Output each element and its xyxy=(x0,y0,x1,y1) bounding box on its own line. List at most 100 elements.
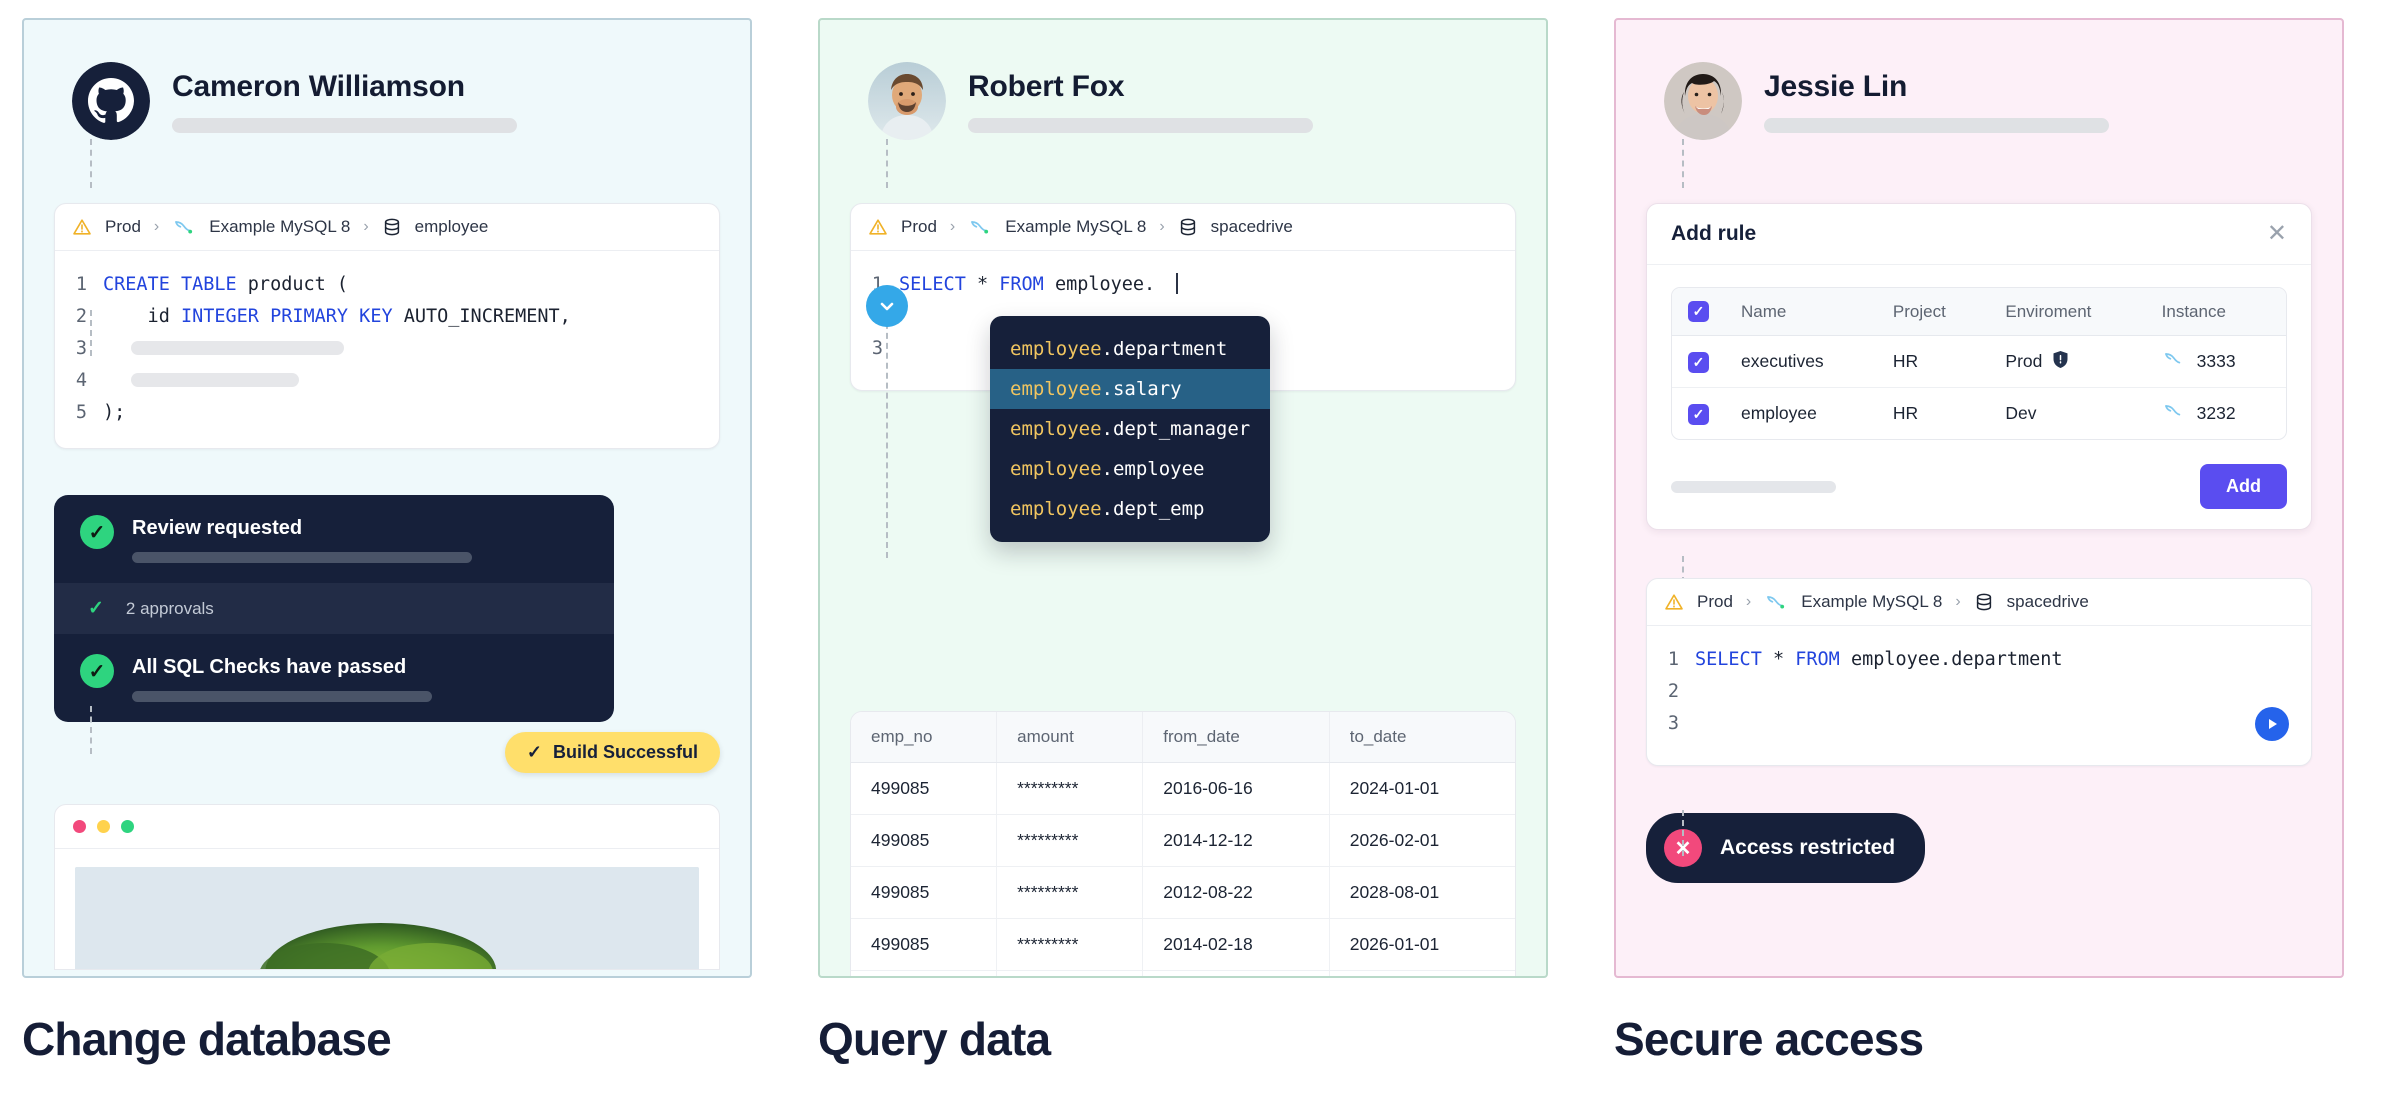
cell-from-date: 2016-06-16 xyxy=(1142,762,1330,815)
checkbox-checked[interactable]: ✓ xyxy=(1688,403,1709,425)
query-result-table[interactable]: emp_no amount from_date to_date 499085 *… xyxy=(850,711,1516,976)
window-close-dot[interactable] xyxy=(73,820,86,833)
line-number: 1 xyxy=(871,273,883,295)
connector-line xyxy=(90,706,92,754)
table-header-cell[interactable]: emp_no xyxy=(851,712,998,763)
warning-triangle-icon xyxy=(868,217,888,237)
code-line: 4 xyxy=(71,364,703,396)
table-header-cell[interactable]: Instance xyxy=(2145,288,2286,336)
cell-from-date: 2014-02-18 xyxy=(1142,918,1330,971)
breadcrumb[interactable]: Prod › Example MySQL 8 › employee xyxy=(55,204,719,251)
table-row[interactable]: 499085 ********* 2016-06-16 2024-01-01 xyxy=(851,762,1515,815)
autocomplete-item[interactable]: employee.dept_emp xyxy=(1010,498,1205,520)
table-header-row: ✓ Name Project Enviroment Instance xyxy=(1672,288,2286,336)
person-subtitle-placeholder xyxy=(1764,117,2109,133)
table-row[interactable]: ✓ employee HR Dev xyxy=(1672,388,2286,440)
modal-body: ✓ Name Project Enviroment Instance xyxy=(1647,265,2311,529)
chevron-right-icon: › xyxy=(1955,593,1961,610)
sql-code-block[interactable]: 1 SELECT * FROM employee.department 2 3 xyxy=(1647,626,2311,765)
modal-header: Add rule ✕ xyxy=(1647,204,2311,265)
breadcrumb-environment[interactable]: Prod xyxy=(105,217,141,236)
cell-to-date: 2024-01-01 xyxy=(1329,762,1515,815)
build-successful-badge: ✓ Build Successful xyxy=(504,732,720,773)
person-header: Cameron Williamson xyxy=(72,62,720,140)
autocomplete-item-selected[interactable]: employee.salary xyxy=(990,369,1271,409)
table-row[interactable]: 499085 ********* 2014-12-12 2026-02-01 xyxy=(851,814,1515,867)
breadcrumb[interactable]: Prod › Example MySQL 8 › spacedrive xyxy=(1647,579,2311,626)
column-caption: Query data xyxy=(818,1013,1051,1065)
cell-emp-no: 499085 xyxy=(851,814,998,867)
breadcrumb-environment[interactable]: Prod xyxy=(1697,592,1733,611)
approvals-row: ✓ 2 approvals xyxy=(54,583,614,634)
mysql-dolphin-icon xyxy=(2162,349,2186,374)
person-name: Jessie Lin xyxy=(1764,69,1908,103)
code-line: 3 xyxy=(71,332,703,364)
feature-column-change-database: Cameron Williamson Prod › xyxy=(22,18,752,1110)
code-line: 2 xyxy=(1663,675,2295,707)
mysql-dolphin-icon xyxy=(172,217,196,237)
code-line: 1 SELECT * FROM employee.department xyxy=(1663,643,2295,675)
feature-column-secure-access: Jessie Lin Add rule ✕ xyxy=(1614,18,2344,1110)
add-rule-modal[interactable]: Add rule ✕ ✓ Name Project xyxy=(1646,203,2312,530)
autocomplete-item[interactable]: employee.employee xyxy=(1010,458,1205,480)
breadcrumb-connection[interactable]: Example MySQL 8 xyxy=(209,217,351,236)
code-text: id INTEGER PRIMARY KEY AUTO_INCREMENT, xyxy=(103,305,571,327)
chevron-right-icon: › xyxy=(1159,218,1165,235)
instance-port: 3333 xyxy=(2196,351,2236,371)
cell-rule-name: employee xyxy=(1741,403,1817,423)
table-header-cell[interactable]: to_date xyxy=(1329,712,1515,763)
autocomplete-dropdown[interactable]: employee.department employee.salary empl… xyxy=(990,316,1271,542)
breadcrumb-connection[interactable]: Example MySQL 8 xyxy=(1801,592,1943,611)
autocomplete-item[interactable]: employee.dept_manager xyxy=(1010,418,1251,440)
table-header-cell[interactable]: amount xyxy=(996,712,1144,763)
code-line: 5); xyxy=(71,396,703,428)
breadcrumb-connection[interactable]: Example MySQL 8 xyxy=(1005,217,1147,236)
select-all-header[interactable]: ✓ xyxy=(1672,288,1725,336)
rules-table[interactable]: ✓ Name Project Enviroment Instance xyxy=(1671,287,2287,440)
sql-editor-card[interactable]: Prod › Example MySQL 8 › spacedrive xyxy=(1646,578,2312,766)
autocomplete-item[interactable]: employee.department xyxy=(1010,338,1228,360)
code-line: 3 xyxy=(1663,707,2295,739)
breadcrumb[interactable]: Prod › Example MySQL 8 › spacedrive xyxy=(851,204,1515,251)
code-line: 1 SELECT * FROM employee. xyxy=(867,268,1499,300)
panel-change-database: Cameron Williamson Prod › xyxy=(22,18,752,978)
column-caption: Secure access xyxy=(1614,1013,1924,1065)
add-button[interactable]: Add xyxy=(2200,464,2287,509)
chevron-down-icon[interactable] xyxy=(866,285,908,327)
cell-amount: ********* xyxy=(996,762,1144,815)
approvals-label: 2 approvals xyxy=(125,598,214,618)
window-maximize-dot[interactable] xyxy=(121,820,134,833)
table-row[interactable]: 499085 ********* 2014-02-18 2026-01-01 xyxy=(851,918,1515,971)
table-row[interactable]: ✓ executives HR Prod xyxy=(1672,335,2286,388)
table-header-cell[interactable]: from_date xyxy=(1142,712,1330,763)
code-text: SELECT * FROM employee. xyxy=(899,273,1179,295)
cell-rule-name: executives xyxy=(1725,335,1877,388)
table-header-cell[interactable]: Enviroment xyxy=(1989,288,2146,336)
close-icon[interactable]: ✕ xyxy=(2266,220,2287,247)
line-number: 3 xyxy=(1667,712,1679,734)
table-row[interactable]: 499085 ********* 2012-08-22 2028-08-01 xyxy=(851,866,1515,919)
panel-secure-access: Jessie Lin Add rule ✕ xyxy=(1614,18,2344,978)
breadcrumb-database[interactable]: spacedrive xyxy=(1210,217,1293,236)
window-minimize-dot[interactable] xyxy=(97,820,110,833)
build-badge-label: Build Successful xyxy=(552,742,698,762)
breadcrumb-environment[interactable]: Prod xyxy=(901,217,937,236)
access-restricted-toast: ✕ Access restricted xyxy=(1646,813,1926,883)
code-placeholder xyxy=(131,373,299,387)
sql-code-block[interactable]: 1 CREATE TABLE product ( 2 id INTEGER PRI… xyxy=(55,251,719,448)
table-header-row: emp_no amount from_date to_date xyxy=(851,712,1515,763)
breadcrumb-database[interactable]: spacedrive xyxy=(2006,592,2089,611)
line-number: 2 xyxy=(75,305,87,327)
connector-line xyxy=(90,310,92,356)
person-name: Cameron Williamson xyxy=(172,69,465,103)
cell-environment: Prod xyxy=(1989,335,2146,388)
table-header-cell[interactable]: Name xyxy=(1725,288,1877,336)
table-header-cell[interactable]: Project xyxy=(1876,288,1990,336)
checkbox-checked[interactable]: ✓ xyxy=(1688,301,1709,322)
line-number: 2 xyxy=(1667,680,1679,702)
play-icon[interactable] xyxy=(2255,707,2289,741)
text-caret xyxy=(1176,273,1179,294)
breadcrumb-database[interactable]: employee xyxy=(414,217,489,236)
checkbox-checked[interactable]: ✓ xyxy=(1688,351,1709,373)
